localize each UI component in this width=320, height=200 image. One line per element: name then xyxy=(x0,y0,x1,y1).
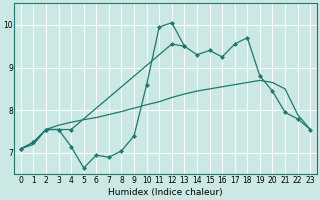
X-axis label: Humidex (Indice chaleur): Humidex (Indice chaleur) xyxy=(108,188,223,197)
